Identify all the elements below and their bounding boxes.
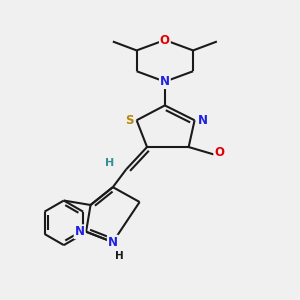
Text: N: N	[160, 75, 170, 88]
Text: H: H	[105, 158, 114, 168]
Text: O: O	[160, 34, 170, 46]
Text: O: O	[214, 146, 224, 160]
Text: N: N	[75, 225, 85, 238]
Text: S: S	[125, 114, 134, 127]
Text: H: H	[115, 250, 124, 260]
Text: N: N	[198, 114, 208, 127]
Text: N: N	[108, 236, 118, 249]
